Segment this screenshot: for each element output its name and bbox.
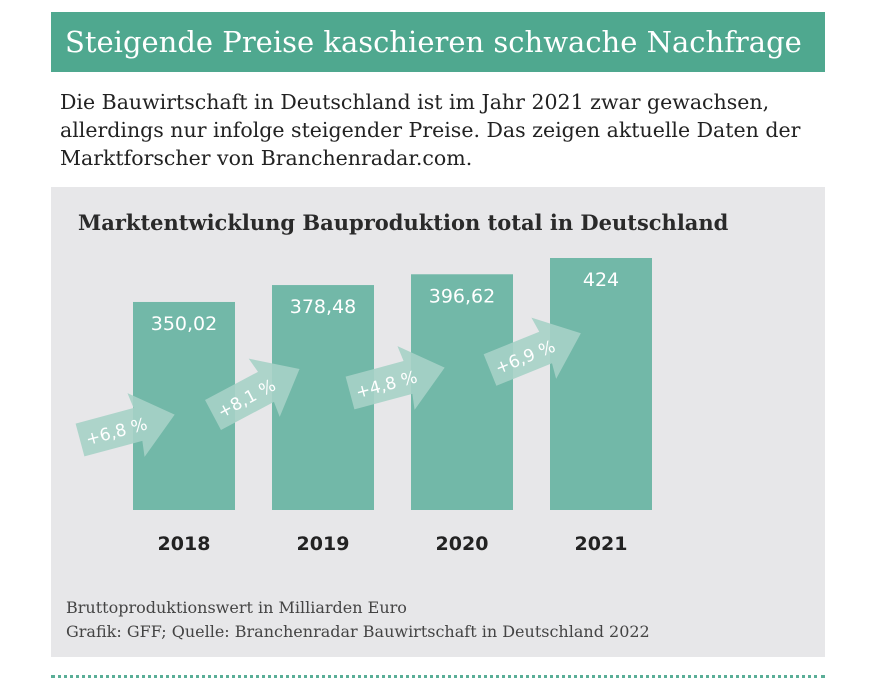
value-label: 396,62 bbox=[429, 285, 495, 307]
growth-arrow: +6,8 % bbox=[75, 393, 175, 457]
category-label: 2020 bbox=[436, 533, 489, 555]
header-title: Steigende Preise kaschieren schwache Nac… bbox=[51, 12, 825, 72]
bar-2021 bbox=[550, 258, 652, 510]
value-label: 424 bbox=[583, 269, 619, 291]
bar-2020 bbox=[411, 274, 513, 510]
value-label: 378,48 bbox=[290, 296, 356, 318]
unit-note: Bruttoproduktionswert in Milliarden Euro bbox=[66, 598, 407, 617]
category-label: 2021 bbox=[575, 533, 628, 555]
category-label: 2019 bbox=[297, 533, 350, 555]
chart-title: Marktentwicklung Bauproduktion total in … bbox=[78, 210, 729, 235]
growth-arrow: +4,8 % bbox=[345, 346, 445, 410]
intro-text: Die Bauwirtschaft in Deutschland ist im … bbox=[60, 90, 801, 170]
value-label: 350,02 bbox=[151, 313, 217, 335]
dotted-divider bbox=[51, 675, 825, 678]
category-label: 2018 bbox=[158, 533, 211, 555]
source-note: Grafik: GFF; Quelle: Branchenradar Bauwi… bbox=[66, 622, 650, 641]
